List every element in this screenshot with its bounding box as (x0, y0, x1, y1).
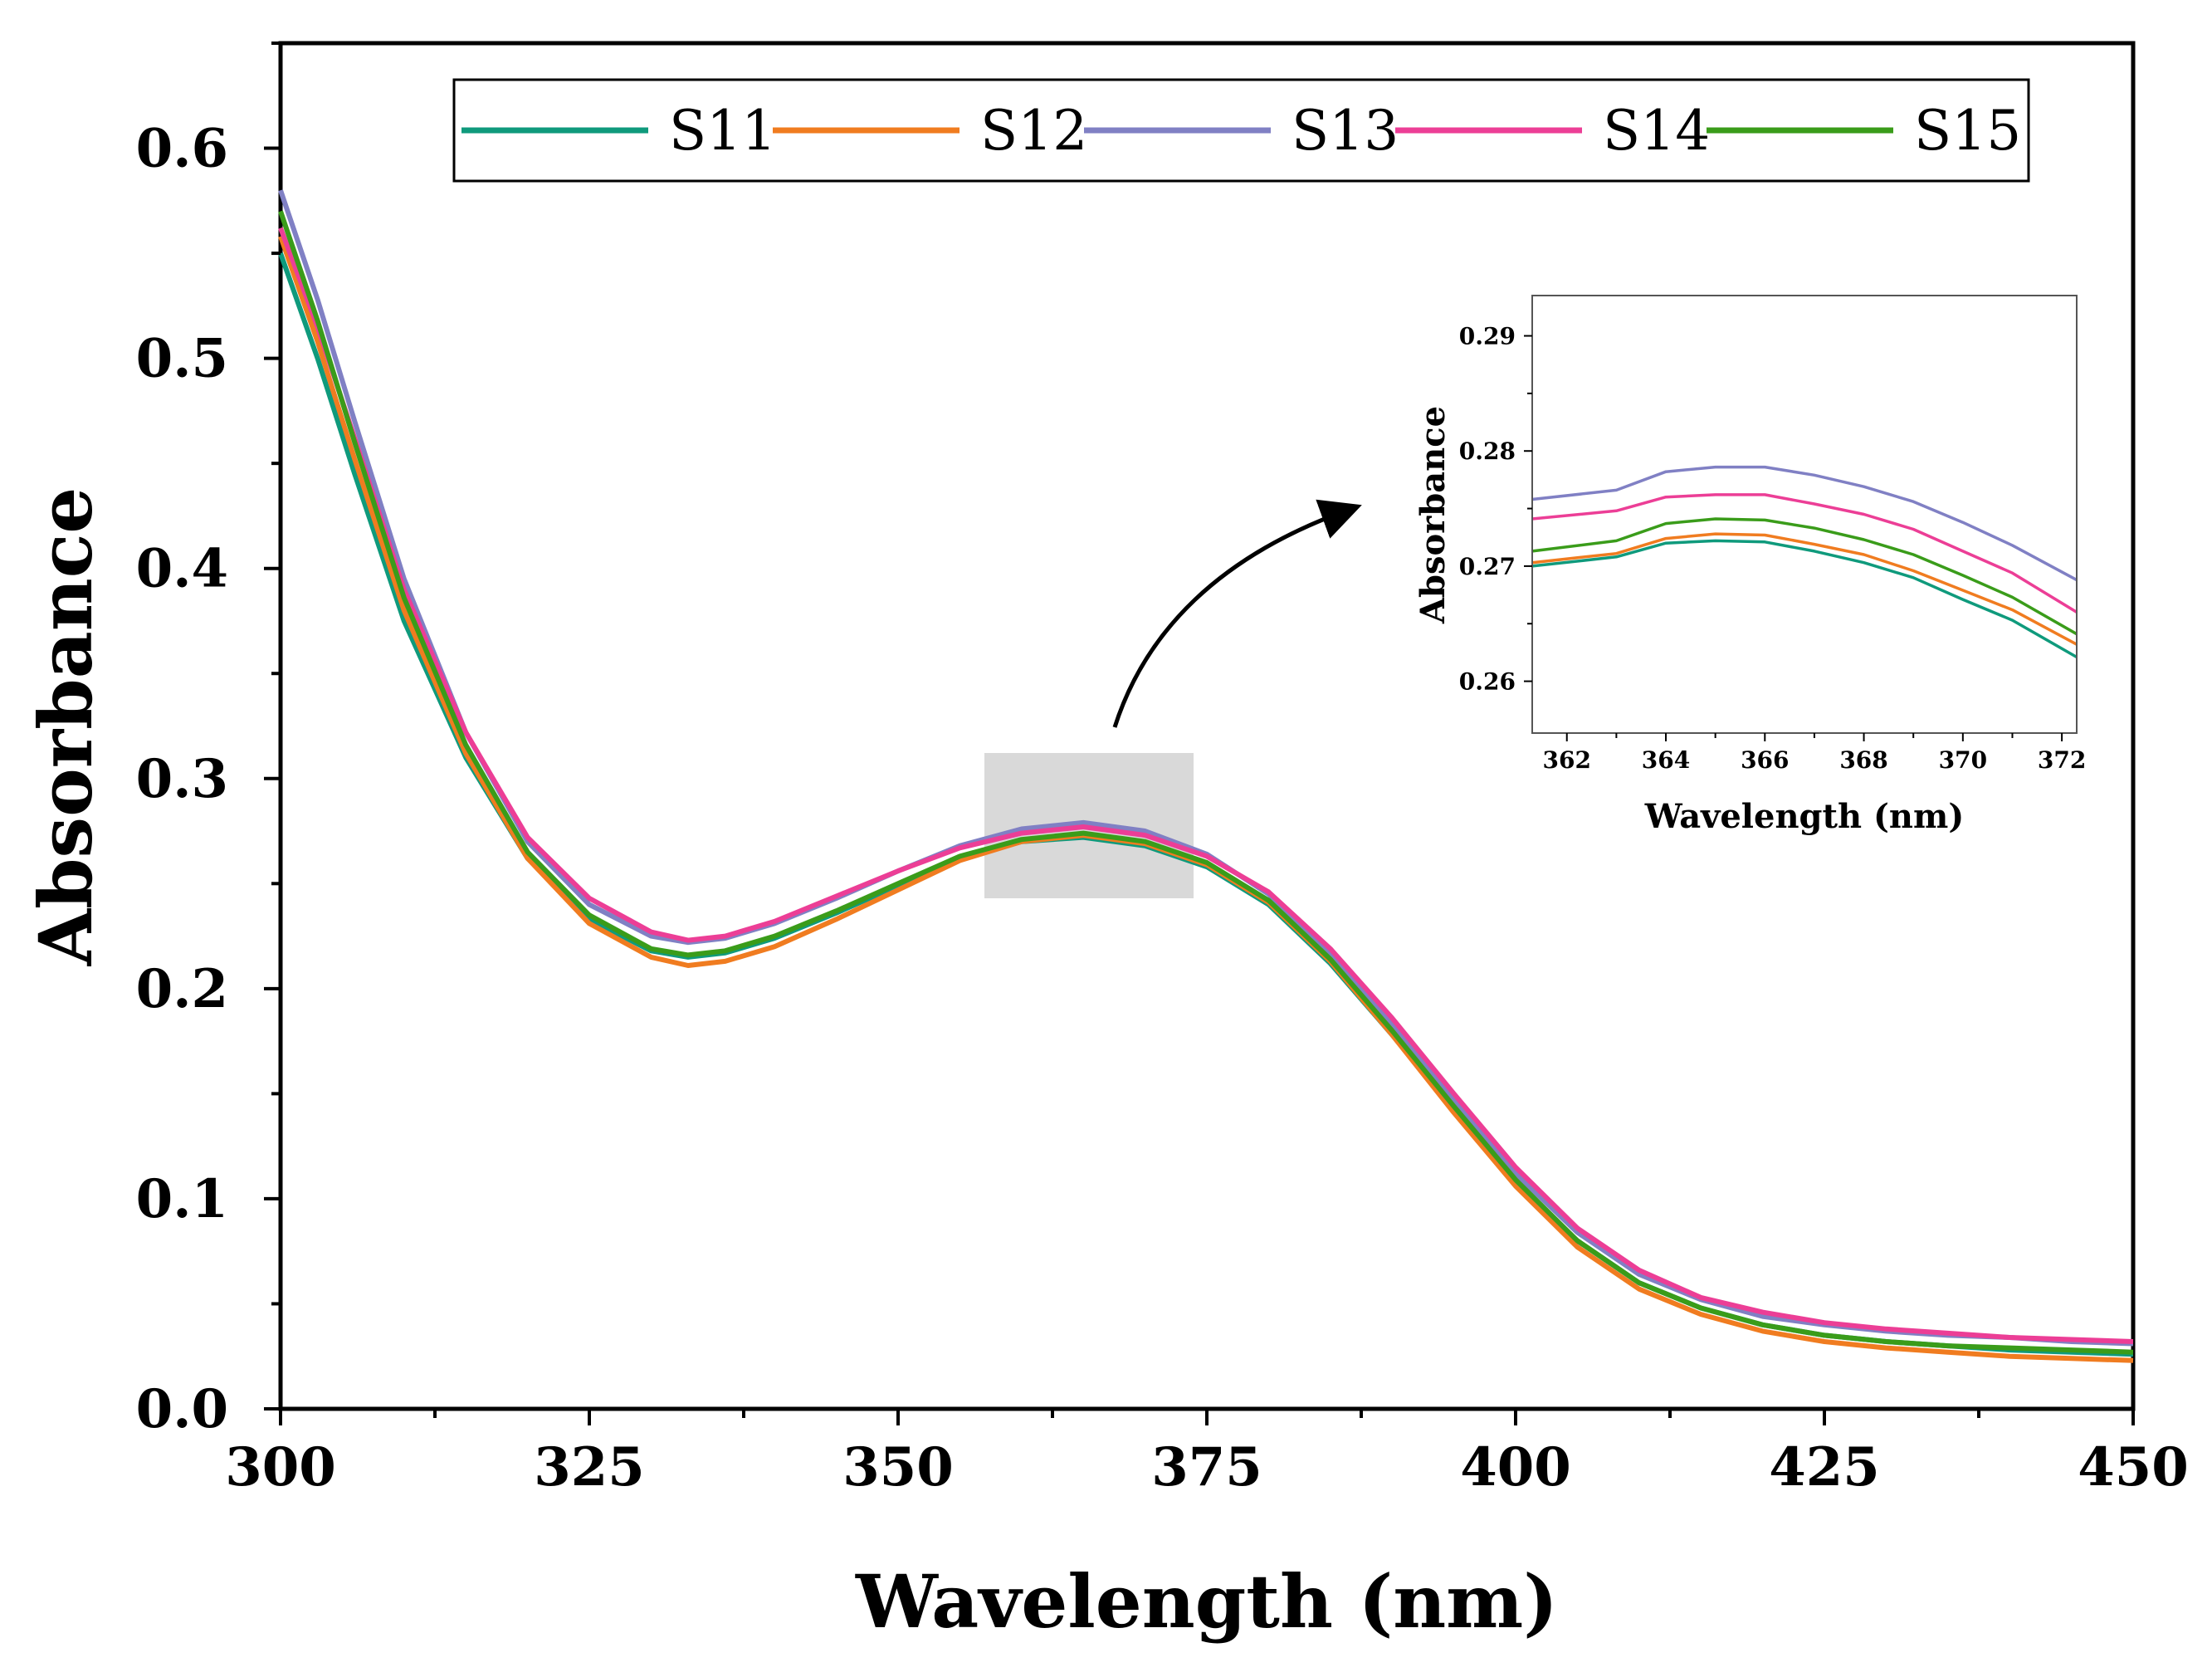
y-tick-label: 0.3 (136, 748, 228, 810)
inset-y-tick-label: 0.27 (1459, 553, 1516, 580)
inset-x-tick-label: 362 (1543, 746, 1591, 774)
y-tick-label: 0.6 (136, 118, 228, 180)
x-tick-label: 400 (1460, 1436, 1571, 1499)
series-line-s13 (278, 189, 2134, 1347)
inset-series-line-s13 (1531, 465, 2078, 582)
legend-label-s12: S12 (980, 99, 1087, 163)
inset-y-tick-label: 0.26 (1459, 668, 1516, 696)
inset-x-tick-label: 372 (2038, 746, 2086, 774)
y-tick-label: 0.0 (136, 1378, 228, 1440)
inset-axes-group: 362 364 366 368 370 372 0.26 0.27 0.28 0.29 (1459, 323, 2087, 774)
inset-series-group (1531, 465, 2078, 659)
inset-y-tick-label: 0.29 (1459, 323, 1516, 350)
y-axis-title: Absorbance (22, 487, 109, 967)
inset-series-line-s15 (1531, 517, 2078, 636)
inset-x-tick-label: 368 (1839, 746, 1887, 774)
inset-y-axis-title: Absorbance (1414, 406, 1453, 624)
inset-background (1532, 296, 2077, 733)
x-tick-label: 300 (225, 1436, 336, 1499)
main-series-group (278, 189, 2134, 1363)
inset-x-tick-label: 370 (1939, 746, 1987, 774)
y-tick-label: 0.1 (136, 1168, 228, 1230)
legend: S11 S12 S13 S14 S15 (461, 99, 2021, 163)
x-tick-label: 450 (2078, 1436, 2189, 1499)
inset-series-line-s11 (1531, 539, 2078, 659)
main-axes-group: 300 325 350 375 400 425 450 0.0 0.1 0.2 0.3 0.4 0.5 0… (136, 42, 2189, 1499)
inset-x-tick-label: 366 (1741, 746, 1789, 774)
legend-label-s13: S13 (1292, 99, 1399, 163)
inset-frame (1531, 295, 2078, 734)
x-tick-label: 375 (1151, 1436, 1262, 1499)
x-tick-label: 425 (1769, 1436, 1880, 1499)
y-tick-label: 0.5 (136, 328, 228, 390)
series-line-s14 (278, 227, 2134, 1344)
y-tick-label: 0.4 (136, 538, 228, 600)
zoom-arrow (1112, 499, 1362, 728)
y-tick-label: 0.2 (136, 958, 228, 1020)
inset-series-line-s14 (1531, 493, 2078, 614)
legend-label-s14: S14 (1603, 99, 1710, 163)
inset-x-axis-title: Wavelength (nm) (1644, 797, 1965, 836)
x-tick-label: 350 (842, 1436, 954, 1499)
inset-y-tick-label: 0.28 (1459, 438, 1516, 465)
inset-x-tick-label: 364 (1642, 746, 1690, 774)
legend-label-s11: S11 (669, 99, 776, 163)
x-tick-label: 325 (534, 1436, 645, 1499)
x-axis-title: Wavelength (nm) (855, 1558, 1558, 1645)
legend-label-s15: S15 (1914, 99, 2021, 163)
series-line-s15 (278, 210, 2134, 1355)
inset-series-line-s12 (1531, 532, 2078, 646)
